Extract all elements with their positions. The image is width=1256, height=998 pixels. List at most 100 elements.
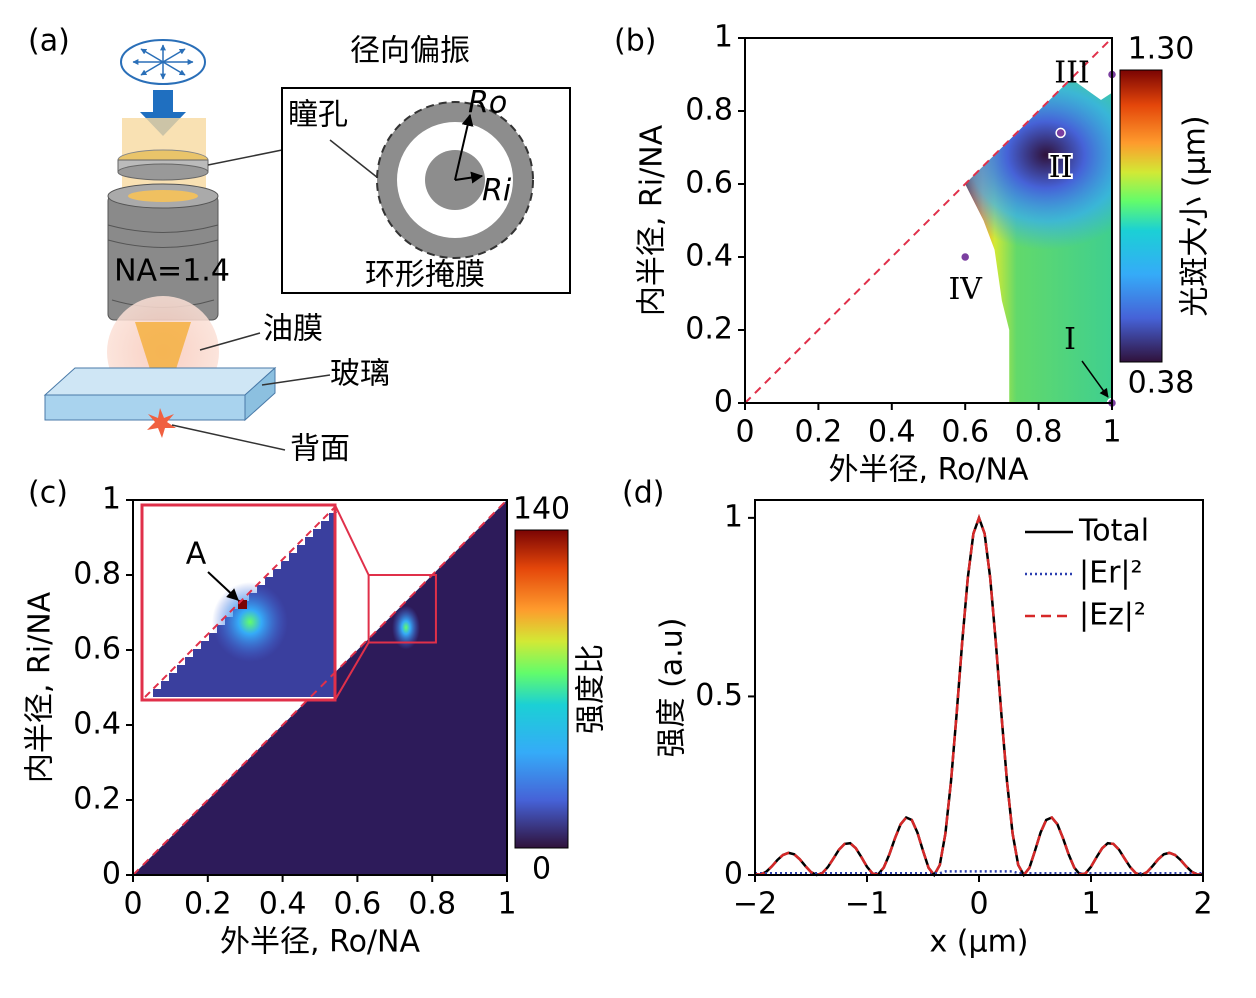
x-axis-label: 外半径, Ro/NA	[220, 925, 420, 960]
x-tick-label: 0.6	[334, 887, 382, 922]
x-tick-label: 0.4	[868, 415, 916, 450]
x-tick-label: −1	[845, 887, 889, 922]
mask-box	[281, 87, 571, 294]
y-tick-label: 0.8	[73, 557, 121, 592]
y-tick-label: 0.5	[695, 678, 743, 713]
inset-diagonal	[144, 506, 336, 698]
focus-cone	[135, 322, 191, 410]
colorbar	[1119, 69, 1163, 363]
objective-lens	[128, 190, 198, 202]
leader-lines	[171, 139, 379, 451]
colorbar-label: 光斑大小 (μm)	[1178, 115, 1213, 316]
inset-frame	[140, 503, 337, 702]
mask-label: 环形掩膜	[365, 258, 485, 293]
glass-front	[44, 394, 246, 421]
point-label: I	[1064, 322, 1076, 357]
inset-region	[367, 574, 437, 644]
y-axis-label: 强度 (a.u)	[655, 618, 690, 758]
x-tick-label: −2	[733, 887, 777, 922]
y-tick-label: 1	[724, 499, 743, 534]
panel-label: (d)	[622, 476, 664, 511]
oil-label: 油膜	[263, 312, 323, 347]
x-tick-label: 0.2	[795, 415, 843, 450]
glass-side	[244, 366, 276, 422]
mask-holder-bottom	[117, 163, 209, 181]
glass-top	[43, 367, 277, 396]
y-tick-label: 0.2	[685, 312, 733, 347]
y-tick-label: 0.6	[685, 166, 733, 201]
y-tick-label: 0.4	[73, 707, 121, 742]
x-axis-label: x (μm)	[929, 925, 1028, 960]
glass-label: 玻璃	[330, 357, 390, 392]
polarization-title: 径向偏振	[350, 34, 470, 69]
x-tick-label: 0	[123, 887, 142, 922]
annotation: A	[186, 537, 207, 572]
x-tick-label: 0.2	[184, 887, 232, 922]
ro-label: Ro	[468, 86, 507, 121]
y-axis-label: 内半径, Ri/NA	[635, 124, 670, 316]
diagonal	[132, 499, 508, 876]
legend-label: Total	[1078, 514, 1149, 549]
y-tick-label: 0	[724, 857, 743, 892]
point-label: III	[1054, 56, 1090, 91]
inset-hotspot	[212, 582, 288, 662]
ri-arrow	[454, 171, 484, 184]
colorbar-tick-label: 140	[513, 492, 570, 527]
inset-link	[334, 504, 370, 576]
point-arrow	[1081, 360, 1109, 398]
heatmap-hotspot	[392, 605, 421, 650]
point-label: II	[1049, 150, 1073, 185]
x-axis-label: 外半径, Ro/NA	[829, 453, 1029, 488]
panel-label: (a)	[28, 24, 70, 59]
point-label: IV	[948, 272, 983, 307]
x-tick-label: 0	[969, 887, 988, 922]
annotation-arrow	[207, 571, 239, 601]
colorbar	[514, 529, 569, 849]
x-tick-label: 1	[1081, 887, 1100, 922]
y-tick-label: 1	[714, 20, 733, 55]
inset-link	[334, 641, 370, 701]
pupil-label: 瞳孔	[288, 98, 348, 133]
panel-label: (c)	[28, 476, 68, 511]
diagonal	[744, 37, 1113, 404]
back-label: 背面	[290, 432, 350, 467]
x-tick-label: 0.6	[941, 415, 989, 450]
data-point	[959, 251, 971, 263]
colorbar-tick-label: 1.30	[1128, 32, 1195, 67]
inset-peak	[238, 600, 247, 609]
colorbar-label: 强度比	[574, 644, 609, 734]
plot-frame	[132, 499, 508, 876]
x-tick-label: 0.8	[1015, 415, 1063, 450]
legend-label: |Ez|²	[1079, 598, 1146, 633]
panel: (d) Total |Er|² |Ez|² −2 −1 0 1 2 0 0.5 1 x (μm) 强度 (…	[622, 476, 1213, 960]
focus-spot	[147, 408, 176, 438]
na-label: NA=1.4	[114, 254, 230, 289]
ri-label: Ri	[482, 174, 512, 209]
ro-arrow	[454, 113, 474, 181]
x-tick-label: 1	[497, 887, 516, 922]
x-tick-label: 0.4	[259, 887, 307, 922]
polarization-arrows	[132, 44, 194, 80]
x-tick-label: 0	[735, 415, 754, 450]
y-tick-label: 0.4	[685, 239, 733, 274]
y-tick-label: 0.8	[685, 93, 733, 128]
x-tick-label: 1	[1102, 415, 1121, 450]
x-tick-label: 2	[1193, 887, 1212, 922]
line-series	[754, 514, 1204, 878]
y-tick-label: 0.6	[73, 632, 121, 667]
y-axis-label: 内半径, Ri/NA	[23, 591, 58, 783]
y-tick-label: 0	[102, 857, 121, 892]
panel-label: (b)	[614, 24, 656, 59]
y-tick-label: 1	[102, 482, 121, 517]
colorbar-tick-label: 0	[532, 852, 551, 887]
y-tick-label: 0.2	[73, 782, 121, 817]
beam-arrow	[140, 90, 186, 136]
data-point	[1055, 127, 1066, 139]
panel-a: (a) NA=1.4 油膜 玻璃 背面	[28, 24, 571, 467]
plot-frame	[744, 37, 1113, 404]
colorbar-tick-label: 0.38	[1128, 366, 1195, 401]
x-tick-label: 0.8	[408, 887, 456, 922]
